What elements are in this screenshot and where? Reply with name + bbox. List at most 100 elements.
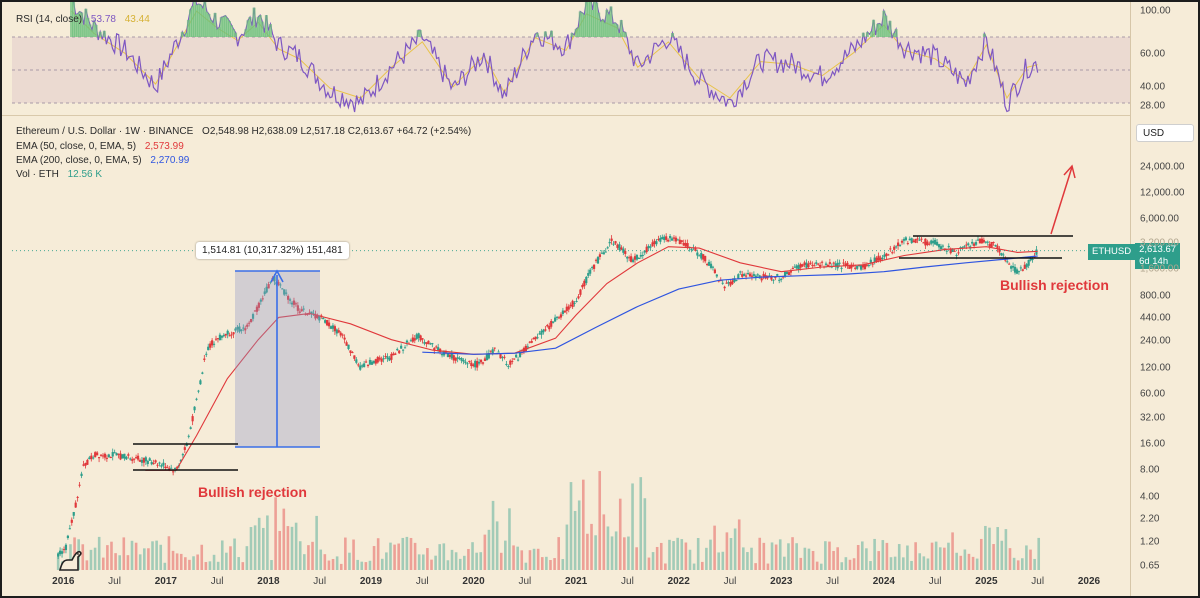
candle-body [994, 244, 997, 247]
price-y-tick-label: 120.00 [1140, 362, 1171, 374]
annotation-bullish-rejection-right[interactable]: Bullish rejection [1000, 277, 1109, 293]
candle-body [996, 245, 999, 249]
rsi-header[interactable]: RSI (14, close) 53.78 43.44 [16, 14, 150, 25]
candle-body [507, 366, 510, 368]
candle-body [1004, 259, 1007, 261]
candle-body [140, 459, 144, 463]
candle-body [255, 306, 259, 312]
tradingview-logo-icon[interactable] [58, 548, 84, 577]
candle-body [401, 349, 405, 351]
volume-bar [803, 547, 807, 570]
volume-bar [504, 540, 507, 570]
candle-body [579, 289, 582, 295]
candle-body [60, 551, 64, 554]
candle-body [752, 274, 755, 276]
candle-body [883, 254, 886, 258]
annotation-bullish-rejection-left[interactable]: Bullish rejection [198, 484, 307, 500]
candle-body [109, 457, 112, 459]
volume-bar [992, 544, 995, 570]
candle-body [314, 313, 317, 319]
candle-body [530, 341, 533, 343]
currency-button[interactable]: USD [1136, 124, 1194, 142]
volume-bar [984, 525, 987, 570]
candle-body [622, 248, 625, 253]
candle-body [939, 246, 943, 250]
price-y-tick-label: 4.00 [1140, 491, 1160, 503]
candle-body [405, 340, 409, 343]
candle-body [477, 361, 481, 364]
volume-bar [836, 547, 839, 570]
candle-body [195, 398, 198, 400]
volume-legend[interactable]: Vol · ETH 12.56 K [16, 169, 102, 180]
volume-bar [828, 541, 831, 570]
candle-body [573, 302, 576, 304]
candle-body [783, 271, 787, 277]
candle-body [571, 300, 574, 308]
candle-body [187, 435, 190, 437]
candle-body [661, 236, 664, 240]
candle-body [559, 314, 563, 318]
candle-body [811, 264, 814, 266]
ema200-legend[interactable]: EMA (200, close, 0, EMA, 5) 2,270.99 [16, 155, 189, 166]
candle-body [809, 262, 812, 264]
candle-body [842, 262, 845, 264]
candle-body [633, 256, 637, 260]
volume-bar [787, 543, 790, 570]
volume-bar [323, 554, 327, 570]
volume-bar [840, 562, 844, 570]
candle-body [485, 354, 488, 361]
volume-bar [906, 545, 909, 570]
candle-body [715, 274, 718, 277]
candle-body [904, 237, 907, 241]
volume-bar [491, 500, 495, 570]
candle-body [698, 255, 701, 257]
candle-body [476, 361, 479, 368]
candle-body [896, 242, 900, 246]
volume-bar [422, 554, 425, 570]
price-y-tick-label: 440.00 [1140, 312, 1171, 324]
candle-body [396, 348, 399, 351]
volume-bar [430, 559, 433, 570]
candle-body [425, 342, 428, 344]
volume-bar [401, 537, 405, 570]
price-axis[interactable] [1130, 2, 1198, 596]
ema50-legend[interactable]: EMA (50, close, 0, EMA, 5) 2,573.99 [16, 141, 184, 152]
candle-body [429, 343, 432, 345]
volume-bar [311, 541, 314, 570]
volume-bar [1016, 560, 1020, 570]
volume-bar [118, 555, 121, 570]
candle-body [600, 252, 603, 254]
candle-body [76, 496, 79, 498]
candle-body [479, 359, 483, 363]
candle-body [487, 353, 490, 359]
candle-body [852, 265, 855, 267]
candle-body [778, 279, 781, 281]
candle-body [641, 254, 644, 256]
candle-body [212, 343, 216, 345]
candle-body [1027, 259, 1030, 266]
candle-body [1015, 269, 1019, 274]
candle-body [639, 255, 642, 257]
candle-body [119, 453, 122, 460]
volume-bar [713, 525, 716, 570]
candle-body [686, 243, 689, 249]
candle-body [776, 274, 779, 276]
pane-divider[interactable] [2, 115, 1130, 116]
candle-body [288, 299, 292, 301]
volume-bar [696, 538, 700, 570]
candle-body [546, 325, 549, 327]
candle-body [423, 341, 426, 344]
candle-body [226, 330, 229, 335]
volume-bar [532, 548, 536, 570]
candle-body [290, 302, 294, 305]
symbol-legend[interactable]: Ethereum / U.S. Dollar · 1W · BINANCE O2… [16, 126, 471, 137]
measure-label[interactable]: 1,514.81 (10,317.32%) 151,481 [196, 242, 349, 259]
volume-bar [417, 554, 421, 570]
x-tick-label: Jul [928, 576, 942, 587]
candle-body [462, 359, 465, 362]
candle-body [893, 246, 896, 250]
volume-bar [635, 547, 638, 570]
candle-body [1029, 258, 1032, 261]
